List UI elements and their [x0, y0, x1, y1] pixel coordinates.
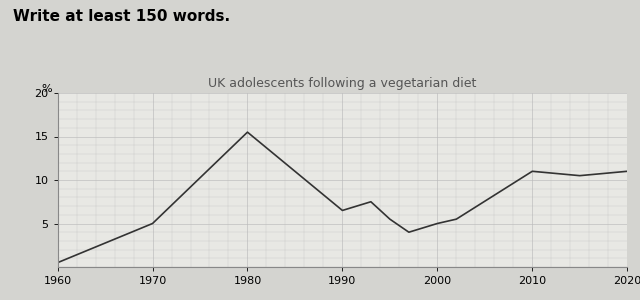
Title: UK adolescents following a vegetarian diet: UK adolescents following a vegetarian di…: [208, 77, 477, 90]
Text: %: %: [42, 84, 52, 94]
Text: Write at least 150 words.: Write at least 150 words.: [13, 9, 230, 24]
